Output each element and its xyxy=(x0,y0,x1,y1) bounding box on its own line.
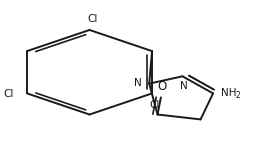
Text: O: O xyxy=(158,80,167,93)
Text: 2: 2 xyxy=(235,91,240,100)
Text: N: N xyxy=(134,78,141,88)
Text: Cl: Cl xyxy=(87,14,97,24)
Text: Cl: Cl xyxy=(150,100,160,110)
Text: N: N xyxy=(180,81,188,91)
Text: NH: NH xyxy=(222,88,237,98)
Text: Cl: Cl xyxy=(4,89,14,99)
